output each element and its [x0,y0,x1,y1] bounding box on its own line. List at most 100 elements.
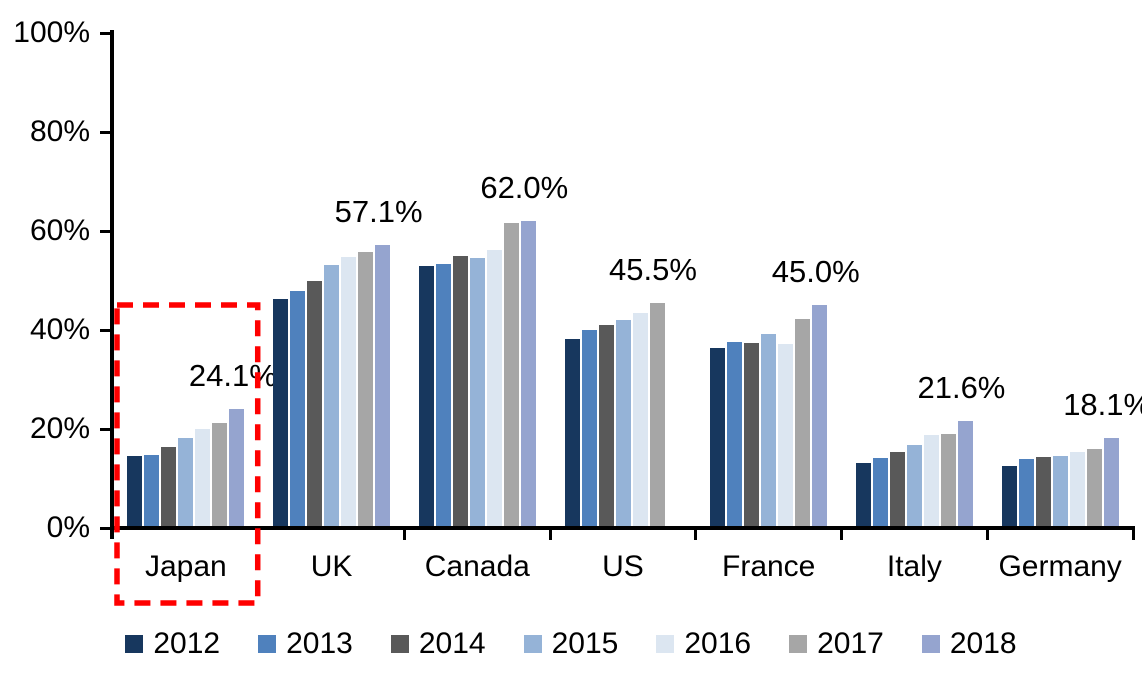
bar-canada-2013 [435,263,451,526]
bar-germany-2013 [1018,458,1034,526]
bar-uk-2015 [324,264,340,526]
y-axis-tick-label: 60% [29,214,90,247]
bar-us-2015 [615,319,631,526]
legend-label-2015: 2015 [551,627,619,660]
legend-swatch-2016 [656,635,675,653]
bar-france-2018 [812,305,828,526]
bar-canada-2015 [469,257,485,526]
x-axis-tick [1131,530,1135,540]
x-axis-label-canada: Canada [424,550,530,583]
bar-germany-2014 [1035,457,1051,526]
bar-uk-2017 [358,252,374,526]
bar-italy-2013 [872,458,888,526]
x-axis-tick [840,530,844,540]
data-label-italy: 21.6% [917,370,1006,406]
x-axis-tick [548,530,552,540]
x-axis-tick [985,530,989,540]
bar-japan-2018 [229,408,245,526]
y-axis-tick [100,131,110,134]
bar-us-2016 [632,312,648,526]
bar-uk-2014 [307,280,323,526]
data-label-france: 45.0% [771,254,860,290]
bar-japan-2013 [144,454,160,526]
legend-swatch-2018 [921,635,940,653]
x-axis-tick [402,530,406,540]
y-axis-tick-label: 40% [29,313,90,346]
bar-germany-2018 [1103,438,1119,526]
legend-label-2012: 2012 [153,627,221,660]
legend-label-2013: 2013 [286,627,353,660]
x-axis-label-us: US [602,550,644,583]
bar-uk-2013 [290,291,306,526]
bar-italy-2017 [940,433,956,526]
legend-swatch-2017 [789,635,808,653]
data-label-us: 45.5% [609,251,697,287]
chart-legend: 2012 2013 2014 2015 2016 2017 2018 [0,627,1142,661]
legend-entry-2012: 2012 [125,627,220,661]
bar-france-2016 [778,343,794,526]
bar-italy-2016 [923,434,939,526]
bar-us-2014 [598,325,614,526]
y-axis-tick [100,428,110,431]
x-axis-line [110,526,1135,530]
data-label-canada: 62.0% [480,170,569,206]
y-axis-tick [100,230,110,233]
bar-italy-2018 [957,421,973,526]
legend-entry-2016: 2016 [656,627,751,661]
legend-entry-2013: 2013 [258,627,353,661]
bar-japan-2015 [178,438,194,526]
bar-japan-2012 [127,455,143,526]
bar-us-2012 [564,339,580,526]
bar-germany-2012 [1001,465,1017,526]
legend-swatch-2015 [523,635,542,653]
x-axis-label-germany: Germany [998,550,1122,583]
bar-france-2017 [795,318,811,526]
legend-label-2014: 2014 [418,627,486,660]
x-axis-tick [694,530,698,540]
bar-japan-2016 [195,428,211,526]
x-axis-label-france: France [722,550,816,583]
legend-label-2018: 2018 [949,627,1017,660]
bar-italy-2014 [889,452,905,526]
bar-uk-2016 [341,257,357,526]
data-label-japan: 24.1% [188,357,277,393]
bar-italy-2015 [906,444,922,526]
y-axis-tick [100,32,110,35]
x-axis-label-uk: UK [310,550,353,583]
bar-canada-2018 [520,221,536,526]
bar-japan-2017 [212,423,228,526]
data-label-germany: 18.1% [1063,387,1142,423]
legend-label-2016: 2016 [684,627,752,660]
legend-swatch-2012 [125,635,144,653]
bar-france-2013 [727,342,743,526]
bar-uk-2018 [375,245,391,526]
bar-us-2013 [581,330,597,526]
legend-swatch-2013 [258,635,277,653]
bar-uk-2012 [273,299,289,526]
legend-entry-2015: 2015 [523,627,619,661]
bar-france-2015 [761,334,777,526]
data-label-uk: 57.1% [334,194,423,230]
legend-swatch-2014 [390,635,409,653]
y-axis-tick-label: 20% [29,412,90,445]
y-axis-tick-label: 80% [29,115,90,148]
bar-france-2012 [710,347,726,526]
x-axis-tick [257,530,261,540]
bar-canada-2012 [418,266,434,526]
legend-label-2017: 2017 [817,627,884,660]
legend-entry-2018: 2018 [921,627,1017,661]
bar-germany-2015 [1052,455,1068,526]
y-axis-tick-label: 0% [46,511,90,544]
bar-canada-2014 [452,256,468,526]
bar-japan-2014 [161,446,177,526]
legend-entry-2017: 2017 [789,627,884,661]
y-axis-tick-label: 100% [13,16,90,49]
bar-germany-2016 [1069,452,1085,526]
y-axis-tick [100,527,110,530]
bar-germany-2017 [1086,449,1102,526]
bar-us-2017 [649,302,665,526]
x-axis-label-japan: Japan [144,550,227,583]
x-axis-label-italy: Italy [886,550,942,583]
bar-canada-2017 [503,223,519,526]
